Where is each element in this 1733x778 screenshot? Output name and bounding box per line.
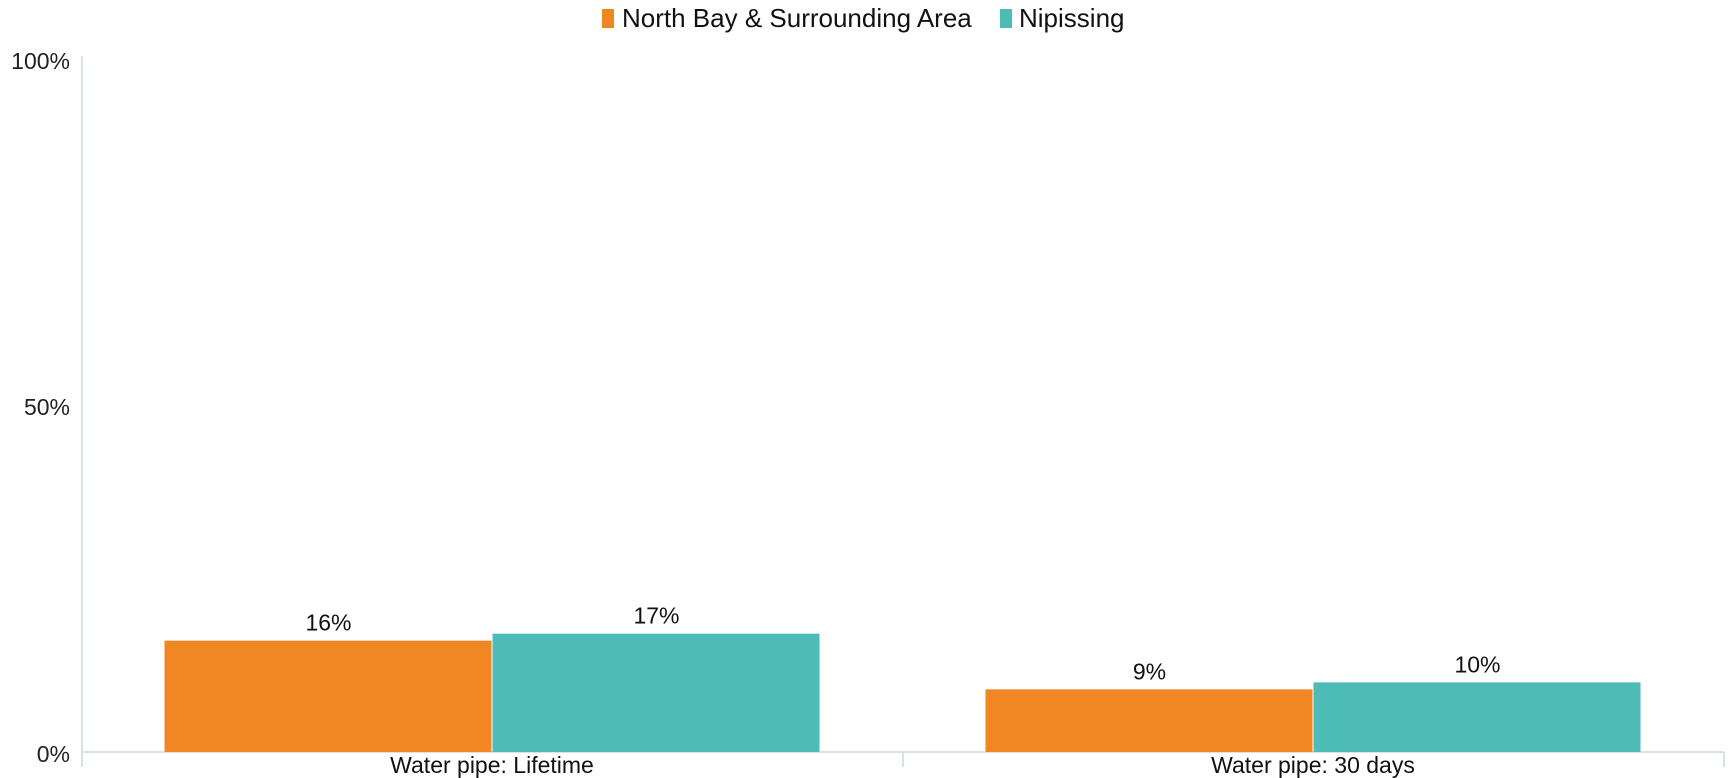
bar-series0-cat1 (985, 689, 1313, 752)
bar-label-series0-cat1: 9% (1133, 658, 1166, 684)
x-axis-labels: Water pipe: Lifetime Water pipe: 30 days (390, 752, 1415, 778)
legend-swatch-north-bay (602, 9, 614, 28)
bar-label-series1-cat1: 10% (1454, 651, 1500, 677)
y-tick-label-0: 0% (37, 741, 70, 767)
bar-label-series0-cat0: 16% (305, 610, 351, 636)
bar-series1-cat1 (1313, 682, 1641, 752)
legend-swatch-nipissing (1000, 9, 1012, 28)
bar-series1-cat0 (492, 633, 820, 752)
bar-labels: 16% 17% 9% 10% (305, 603, 1500, 685)
category-label-30-days: Water pipe: 30 days (1211, 752, 1415, 778)
category-label-lifetime: Water pipe: Lifetime (390, 752, 594, 778)
y-tick-label-100: 100% (11, 48, 70, 74)
y-axis-labels: 100% 50% 0% (11, 48, 70, 767)
legend-label-north-bay: North Bay & Surrounding Area (622, 3, 972, 33)
y-tick-label-50: 50% (24, 394, 70, 420)
bar-label-series1-cat0: 17% (633, 603, 679, 629)
bars (164, 633, 1641, 752)
bar-series0-cat0 (164, 640, 492, 752)
legend-label-nipissing: Nipissing (1019, 3, 1125, 33)
legend: North Bay & Surrounding Area Nipissing (602, 3, 1125, 33)
